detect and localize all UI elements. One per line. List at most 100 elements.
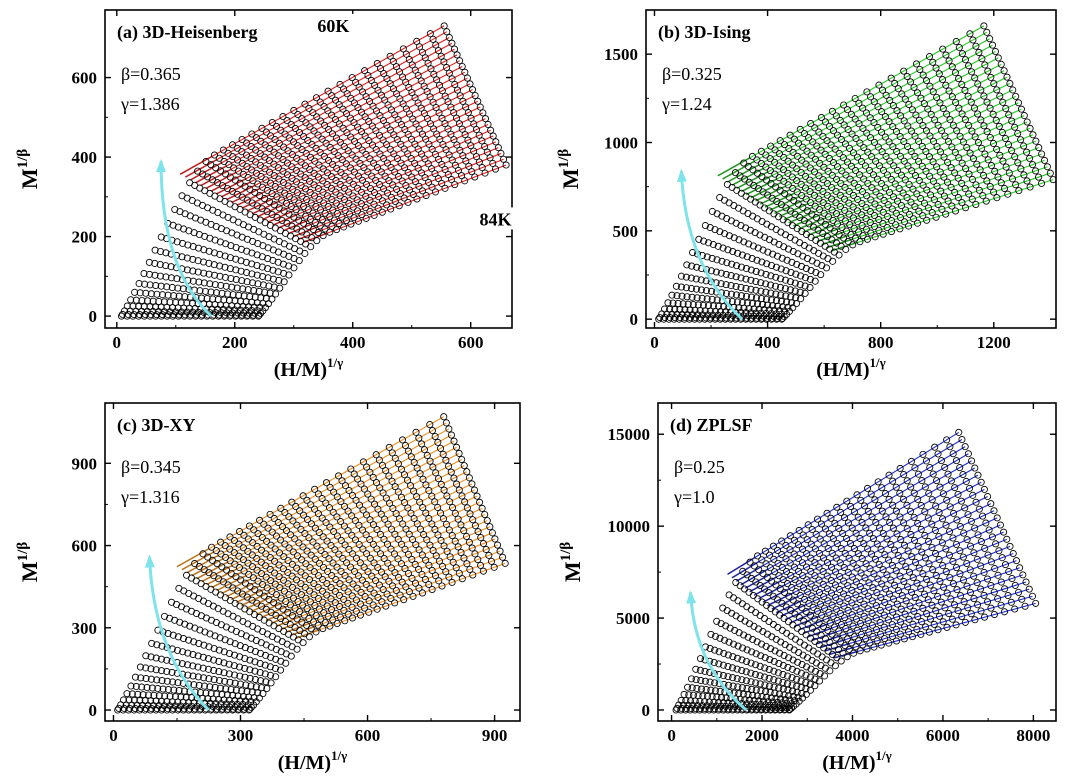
data-point [717, 620, 725, 628]
data-point [442, 568, 450, 576]
data-point [931, 526, 939, 534]
data-point [420, 82, 428, 90]
data-point [215, 657, 223, 665]
data-point [727, 272, 735, 280]
data-point [863, 192, 871, 200]
data-point [275, 204, 283, 212]
data-point [935, 612, 943, 620]
data-point [450, 45, 459, 53]
data-point [238, 311, 246, 319]
data-point [276, 186, 284, 194]
y-tick-label: 1500 [604, 45, 638, 64]
data-point [824, 255, 832, 263]
data-point [243, 278, 251, 286]
data-point [226, 678, 234, 686]
data-point [793, 188, 801, 196]
data-point [246, 666, 254, 674]
data-point [1018, 595, 1026, 603]
data-point [854, 550, 862, 558]
data-point [499, 155, 508, 163]
data-point [732, 578, 740, 586]
data-point [218, 289, 226, 297]
data-point [982, 197, 990, 205]
data-point [948, 93, 956, 101]
data-point [384, 559, 392, 567]
data-point [784, 686, 792, 694]
data-point [955, 104, 963, 112]
data-point [246, 705, 254, 713]
data-point [696, 697, 704, 705]
data-point [306, 598, 314, 606]
data-point [1011, 581, 1019, 589]
data-point [669, 299, 677, 307]
data-point [173, 275, 181, 283]
data-point [268, 295, 276, 303]
data-point [351, 517, 359, 525]
data-point [736, 172, 744, 180]
data-point [383, 121, 391, 129]
data-point [353, 184, 361, 192]
data-point [702, 686, 710, 694]
fit-line-dense [256, 203, 285, 218]
data-point [225, 161, 233, 169]
data-point [380, 70, 388, 78]
data-point [872, 602, 880, 610]
data-point [988, 533, 996, 541]
data-point [404, 198, 412, 206]
data-point [907, 147, 915, 155]
data-point [827, 141, 835, 149]
data-point [737, 274, 745, 282]
data-point [369, 473, 377, 481]
data-point [915, 116, 923, 124]
data-point [843, 497, 851, 505]
data-point [310, 169, 318, 177]
data-point [887, 576, 895, 584]
data-point [756, 612, 764, 620]
data-point [152, 654, 160, 662]
data-point [376, 65, 385, 73]
data-point [168, 283, 176, 291]
data-point [829, 535, 837, 543]
data-point [791, 287, 799, 295]
data-point [811, 155, 819, 163]
data-point [917, 525, 925, 533]
y-tick-label: 900 [72, 454, 98, 473]
data-point [831, 145, 839, 153]
data-point [763, 260, 771, 268]
data-point [256, 516, 264, 524]
data-point [738, 314, 746, 322]
data-point [306, 576, 314, 584]
data-point [807, 151, 815, 159]
data-point [797, 180, 805, 188]
data-point [1017, 136, 1025, 144]
data-point [332, 199, 340, 207]
data-point [355, 83, 363, 91]
data-point [266, 145, 274, 153]
data-point [247, 703, 255, 711]
data-point [391, 197, 399, 206]
data-point [915, 564, 923, 572]
data-point [280, 207, 288, 215]
data-point [711, 226, 719, 234]
data-point [399, 73, 407, 81]
data-point [979, 512, 987, 520]
x-axis-title-main: (H/M) [816, 359, 869, 381]
data-point [924, 105, 932, 113]
data-point [255, 311, 263, 319]
data-point [1020, 112, 1028, 120]
data-point [1008, 117, 1016, 125]
data-point [789, 596, 797, 604]
data-point [344, 147, 352, 155]
data-point [763, 573, 771, 581]
data-point [463, 504, 471, 512]
fit-line [179, 25, 445, 175]
data-point [354, 104, 362, 112]
data-point [939, 490, 947, 498]
x-tick-label: 200 [222, 333, 248, 352]
data-point [302, 185, 310, 193]
data-point [271, 580, 279, 588]
data-point [326, 213, 334, 221]
data-point [784, 169, 792, 177]
data-point [989, 139, 997, 147]
data-point [903, 72, 911, 81]
